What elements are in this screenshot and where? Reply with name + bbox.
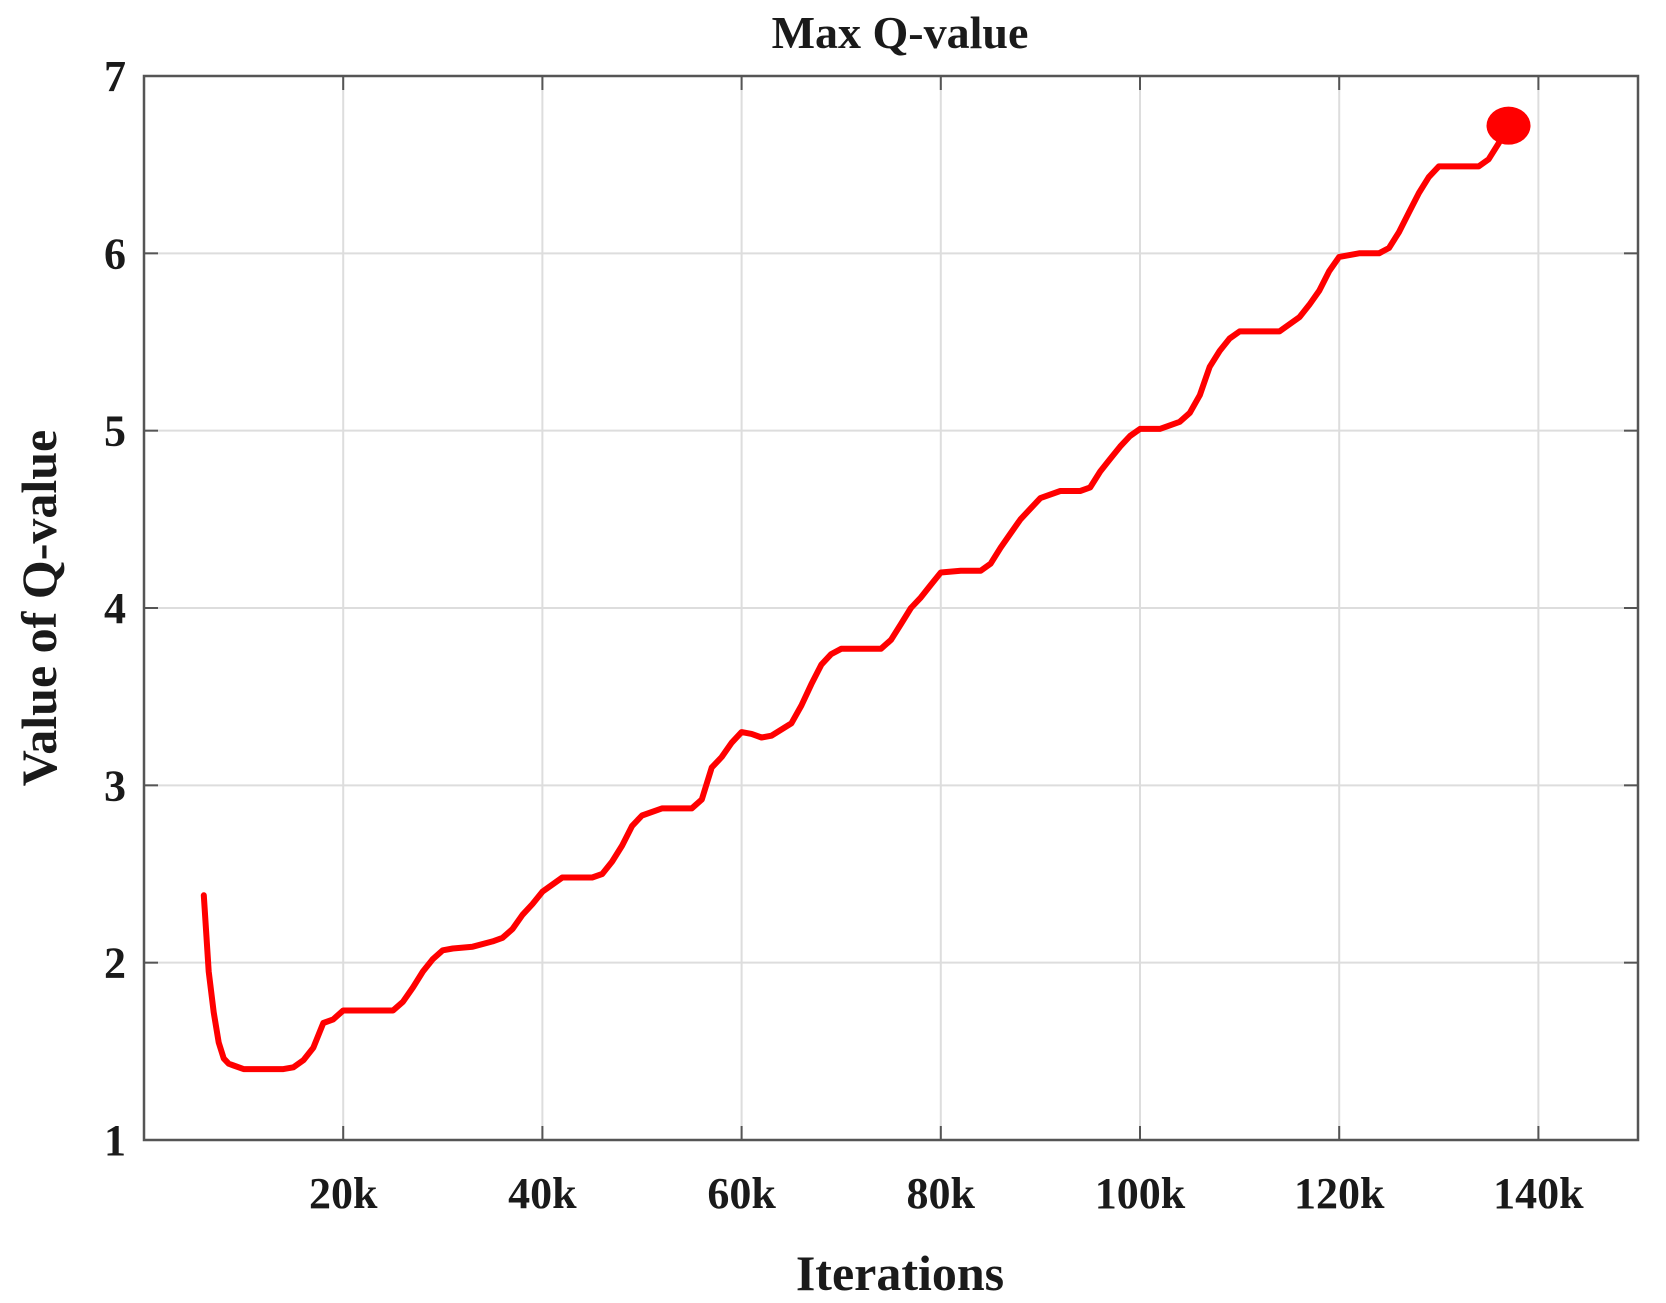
grid [144,76,1638,1140]
y-tick-label: 7 [104,52,126,101]
y-tick-label: 2 [104,939,126,988]
x-tick-labels: 20k 40k 60k 80k 100k 120k 140k [309,1169,1584,1218]
final-point-marker [1486,106,1531,145]
series-group [200,106,1531,1073]
y-axis-title: Value of Q-value [11,430,67,787]
y-tick-label: 3 [104,761,126,810]
y-tick-label: 5 [104,407,126,456]
y-tick-label: 4 [104,584,126,633]
x-tick-label: 80k [907,1169,976,1218]
series-line [200,122,1512,1073]
x-axis-title: Iterations [796,1245,1004,1301]
y-tick-label: 1 [104,1116,126,1165]
x-tick-label: 60k [707,1169,776,1218]
x-tick-label: 100k [1095,1169,1186,1218]
y-tick-label: 6 [104,229,126,278]
x-tick-label: 40k [508,1169,577,1218]
tick-marks [144,75,1638,1141]
x-tick-label: 20k [309,1169,378,1218]
y-tick-labels: 1 2 3 4 5 6 7 [104,52,126,1165]
chart-title: Max Q-value [772,7,1029,58]
x-tick-label: 120k [1294,1169,1385,1218]
x-tick-label: 140k [1493,1169,1584,1218]
